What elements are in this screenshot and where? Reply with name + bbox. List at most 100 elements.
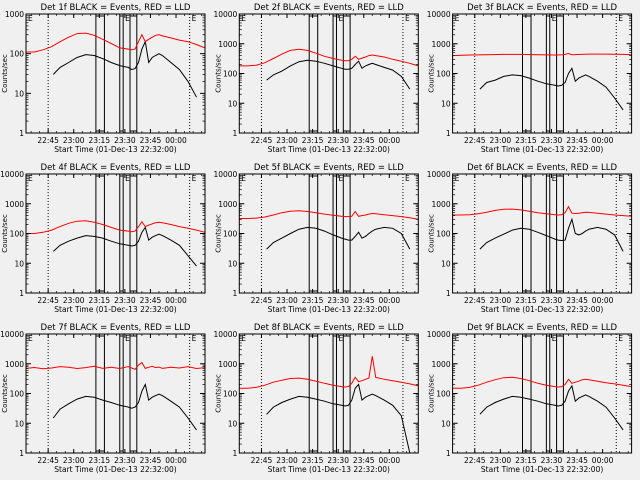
x-axis-label: Start Time (01-Dec-13 22:32:00) [54,305,176,314]
events-series-line [266,226,411,250]
x-axis-label: Start Time (01-Dec-13 22:32:00) [481,465,603,474]
lld-series-line [452,52,632,57]
x-tick-label: 22:45 [251,136,273,145]
chart-title: Det 9f BLACK = Events, RED = LLD [467,323,617,333]
x-tick-label: 23:00 [490,296,512,305]
lld-series-line [26,220,206,234]
x-tick-label: 23:15 [515,456,537,465]
y-tick-label: 10 [14,259,24,268]
lld-series-line [452,376,632,389]
y-tick-label: 100 [10,390,25,399]
y-tick-label: 1 [446,449,451,458]
y-tick-label: 100 [10,50,25,59]
events-series-line [266,59,411,90]
x-tick-label: 23:45 [566,296,588,305]
chart-title: Det 8f BLACK = Events, RED = LLD [254,323,404,333]
event-letter-label: E [405,174,410,183]
y-axis-label: Counts/sec [428,54,436,93]
events-series-line [52,40,197,98]
event-letter-label: E [125,174,130,183]
y-tick-label: 1 [233,289,238,298]
y-tick-label: 1000 [432,360,451,369]
x-axis-label: Start Time (01-Dec-13 22:32:00) [268,305,390,314]
y-tick-label: 1 [446,289,451,298]
plot-frame [25,173,206,294]
x-tick-label: 23:15 [88,136,110,145]
y-tick-label: 1000 [218,200,237,209]
chart-title: Det 5f BLACK = Events, RED = LLD [254,163,404,173]
event-letter-label: E [125,334,130,343]
x-tick-label: 00:00 [379,296,401,305]
events-series-line [266,383,411,454]
chart-title: Det 2f BLACK = Events, RED = LLD [254,3,404,13]
x-tick-label: 23:45 [140,456,162,465]
x-tick-label: 22:45 [464,296,486,305]
x-tick-label: 23:00 [276,136,298,145]
y-axis-label: Counts/sec [1,54,9,93]
y-tick-label: 1 [19,449,24,458]
event-letter-label: E [28,334,33,343]
x-tick-label: 23:00 [490,136,512,145]
y-axis-label: Counts/sec [428,374,436,413]
y-axis-label: Counts/sec [428,214,436,253]
x-tick-label: 23:30 [327,136,349,145]
y-tick-label: 1 [446,129,451,138]
x-tick-label: 23:00 [276,296,298,305]
x-tick-label: 23:15 [515,296,537,305]
x-tick-label: 23:30 [541,296,563,305]
event-letter-label: E [455,14,460,23]
event-letter-label: E [241,14,246,23]
event-letter-label: E [618,14,623,23]
x-tick-label: 23:45 [140,296,162,305]
event-letter-label: E [338,14,343,23]
x-tick-label: 22:45 [37,296,59,305]
event-letter-label: E [192,174,197,183]
plot-frame [25,333,206,454]
y-axis-label: Counts/sec [214,374,222,413]
plot-frame [452,333,633,454]
x-axis-label: Start Time (01-Dec-13 22:32:00) [481,305,603,314]
x-tick-label: 23:30 [327,456,349,465]
y-tick-label: 100 [223,230,238,239]
x-tick-label: 23:45 [353,456,375,465]
event-letter-label: E [618,174,623,183]
plot-frame [452,13,633,134]
x-tick-label: 23:00 [63,136,85,145]
chart-title: Det 1f BLACK = Events, RED = LLD [41,3,191,13]
y-tick-label: 1 [19,129,24,138]
x-tick-label: 23:15 [302,296,324,305]
event-letter-label: E [618,334,623,343]
x-tick-label: 22:45 [37,456,59,465]
x-tick-label: 23:15 [515,136,537,145]
x-tick-label: 00:00 [165,296,187,305]
y-axis-label: Counts/sec [214,54,222,93]
event-letter-label: E [28,174,33,183]
y-tick-label: 10000 [427,170,451,179]
x-tick-label: 23:15 [302,136,324,145]
x-tick-label: 22:45 [37,136,59,145]
lld-series-line [239,210,419,220]
events-series-line [52,383,197,431]
events-series-line [479,217,624,252]
x-axis-label: Start Time (01-Dec-13 22:32:00) [481,145,603,154]
event-letter-label: E [125,14,130,23]
y-tick-label: 100 [223,70,238,79]
y-tick-label: 10000 [213,10,237,19]
event-letter-label: E [405,14,410,23]
y-axis-label: Counts/sec [1,374,9,413]
x-tick-label: 22:45 [251,296,273,305]
event-letter-label: E [338,334,343,343]
event-letter-label: E [455,174,460,183]
chart-title: Det 3f BLACK = Events, RED = LLD [467,3,617,13]
y-tick-label: 10000 [213,330,237,339]
y-tick-label: 1 [233,449,238,458]
chart-title: Det 6f BLACK = Events, RED = LLD [467,163,617,173]
y-tick-label: 1000 [5,200,24,209]
